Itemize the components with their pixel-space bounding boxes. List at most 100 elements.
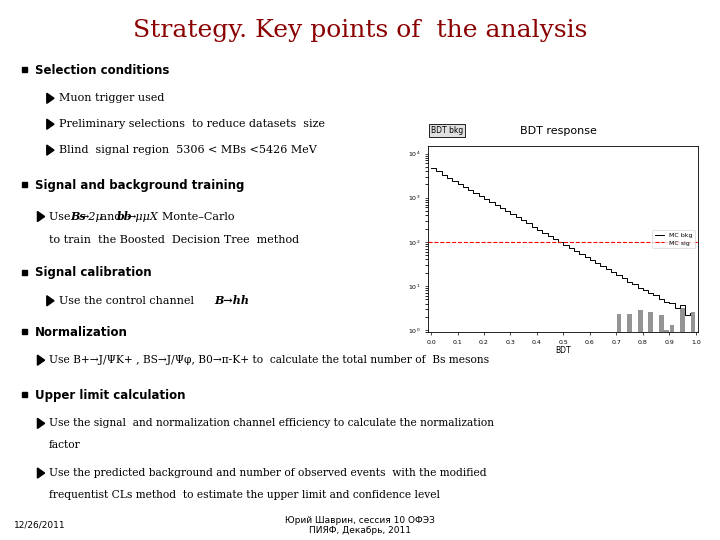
Text: frequentist CLs method  to estimate the upper limit and confidence level: frequentist CLs method to estimate the u…: [49, 490, 440, 500]
Polygon shape: [47, 93, 54, 103]
MC bkg: [633, 285, 642, 291]
Text: Blind  signal region  5306 < MBs <5426 MeV: Blind signal region 5306 < MBs <5426 MeV: [59, 145, 317, 155]
Text: Use B+→J/ΨK+ , BS→J/Ψφ, B0→π-K+ to  calculate the total number of  Bs mesons: Use B+→J/ΨK+ , BS→J/Ψφ, B0→π-K+ to calcu…: [49, 355, 489, 365]
Bar: [680, 308, 685, 540]
MC bkg: [437, 171, 446, 178]
Text: →2μ: →2μ: [79, 212, 103, 221]
MC bkg: [639, 287, 647, 294]
MC bkg: [649, 292, 658, 299]
MC bkg: [686, 309, 695, 316]
Polygon shape: [47, 145, 54, 155]
Text: to train  the Boosted  Decision Tree  method: to train the Boosted Decision Tree metho…: [49, 235, 299, 245]
MC bkg: [591, 260, 600, 266]
Text: Strategy. Key points of  the analysis: Strategy. Key points of the analysis: [132, 19, 588, 42]
Polygon shape: [47, 296, 54, 306]
Bar: [659, 315, 664, 540]
Text: and: and: [97, 212, 125, 221]
MC bkg: [601, 266, 610, 273]
Polygon shape: [37, 355, 45, 365]
Text: BDT bkg: BDT bkg: [431, 126, 463, 135]
Polygon shape: [37, 418, 45, 428]
MC bkg: [474, 193, 483, 199]
MC bkg: [585, 257, 594, 264]
MC bkg: [480, 196, 488, 202]
Text: Use the predicted background and number of observed events  with the modified: Use the predicted background and number …: [49, 468, 487, 478]
Polygon shape: [37, 212, 45, 221]
Text: Юрий Шаврин, сессия 10 ОФЭЗ: Юрий Шаврин, сессия 10 ОФЭЗ: [285, 516, 435, 525]
MC bkg: [665, 300, 674, 306]
MC bkg: [469, 190, 478, 196]
Text: Use: Use: [49, 212, 74, 221]
MC bkg: [675, 302, 684, 308]
MC bkg: [533, 226, 541, 233]
MC bkg: [527, 224, 536, 230]
Bar: [690, 312, 696, 540]
MC bkg: [628, 281, 636, 287]
MC bkg: [485, 199, 494, 205]
MC bkg: [559, 242, 567, 248]
Polygon shape: [37, 468, 45, 478]
Bar: [665, 330, 669, 540]
Text: Signal and background training: Signal and background training: [35, 179, 244, 192]
Text: Normalization: Normalization: [35, 326, 127, 339]
MC bkg: [490, 202, 499, 208]
Text: Use the signal  and normalization channel efficiency to calculate the normalizat: Use the signal and normalization channel…: [49, 418, 494, 428]
Text: Preliminary selections  to reduce datasets  size: Preliminary selections to reduce dataset…: [59, 119, 325, 129]
MC bkg: [554, 239, 562, 245]
Text: BDT response: BDT response: [520, 126, 596, 136]
Bar: [649, 312, 653, 540]
Text: B→hh: B→hh: [214, 295, 249, 306]
MC bkg: [570, 248, 578, 254]
MC bkg: [612, 272, 621, 278]
MC bkg: [511, 214, 520, 221]
MC bkg: [543, 233, 552, 239]
Bar: [22, 392, 27, 397]
MC bkg: [617, 275, 626, 281]
MC bkg: [623, 278, 631, 285]
MC bkg: [549, 235, 557, 242]
Text: Signal calibration: Signal calibration: [35, 266, 151, 279]
MC bkg: [564, 245, 573, 251]
Bar: [670, 326, 675, 540]
Text: bb: bb: [117, 211, 132, 222]
MC bkg: [459, 184, 467, 190]
Bar: [616, 314, 621, 540]
Polygon shape: [47, 119, 54, 129]
MC bkg: [607, 269, 616, 275]
Line: MC bkg: MC bkg: [431, 168, 690, 315]
MC bkg: [432, 168, 441, 174]
MC bkg: [506, 211, 515, 218]
Text: Muon trigger used: Muon trigger used: [59, 93, 164, 103]
Text: 12/26/2011: 12/26/2011: [14, 521, 66, 529]
Text: factor: factor: [49, 440, 81, 450]
MC bkg: [448, 178, 456, 184]
Text: Selection conditions: Selection conditions: [35, 64, 169, 77]
Bar: [22, 182, 27, 187]
Bar: [22, 269, 27, 275]
MC bkg: [453, 180, 462, 187]
Text: Upper limit calculation: Upper limit calculation: [35, 389, 185, 402]
Bar: [627, 314, 632, 540]
Bar: [22, 329, 27, 334]
MC bkg: [660, 299, 668, 305]
MC bkg: [464, 187, 472, 193]
Legend: MC bkg, MC sig: MC bkg, MC sig: [652, 230, 696, 248]
MC bkg: [522, 220, 531, 227]
X-axis label: BDT: BDT: [556, 346, 571, 355]
Text: Monte–Carlo: Monte–Carlo: [155, 212, 234, 221]
MC bkg: [580, 254, 589, 260]
MC bkg: [596, 263, 605, 269]
Bar: [22, 67, 27, 72]
Text: ПИЯФ, Декабрь, 2011: ПИЯФ, Декабрь, 2011: [309, 526, 411, 535]
Text: Use the control channel: Use the control channel: [59, 296, 197, 306]
Bar: [638, 309, 642, 540]
MC bkg: [654, 296, 663, 302]
MC bkg: [575, 251, 584, 257]
MC bkg: [681, 312, 690, 318]
Text: →μμX: →μμX: [127, 212, 158, 221]
MC bkg: [517, 217, 526, 224]
MC bkg: [538, 230, 546, 236]
MC bkg: [443, 174, 451, 181]
MC bkg: [495, 205, 504, 212]
MC bkg: [501, 208, 510, 214]
